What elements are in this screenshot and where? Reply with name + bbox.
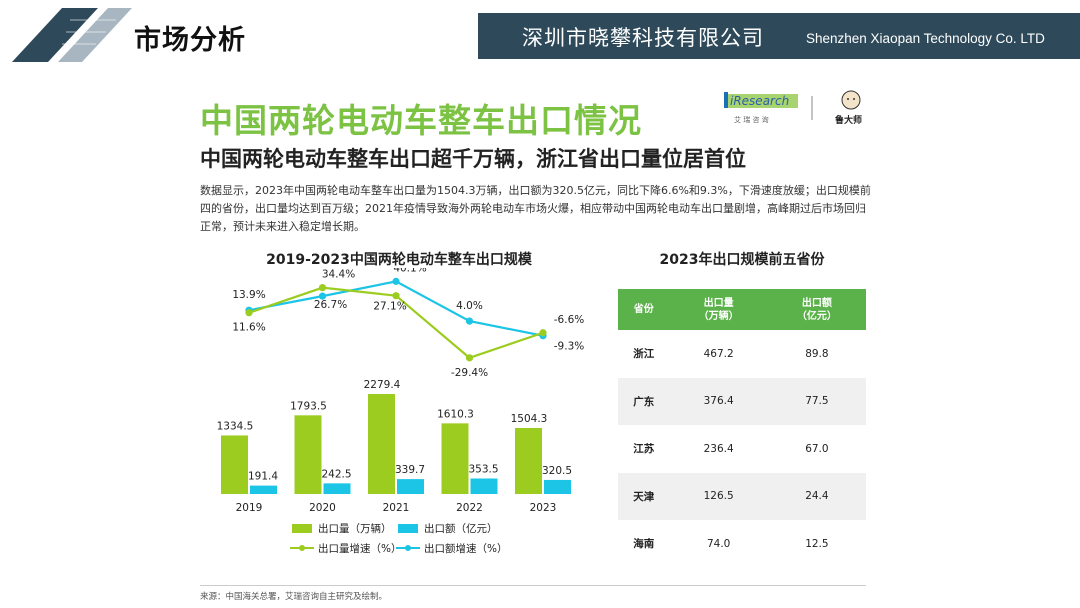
amount-cell: 67.0 (767, 425, 866, 473)
iresearch-logo-text: iResearch (730, 94, 789, 108)
chart-title: 2019-2023中国两轮电动车整车出口规模 (266, 252, 532, 268)
bar-amount-2023 (544, 479, 571, 494)
x-tick-label: 2019 (236, 502, 263, 514)
legend-marker (405, 545, 411, 551)
amount-cell: 89.8 (767, 330, 866, 378)
bar-label-amount: 320.5 (542, 465, 572, 477)
point-amount-growth (392, 277, 400, 285)
province-cell: 江苏 (618, 425, 670, 473)
point-volume-growth (392, 292, 400, 300)
header-stripe-light (58, 8, 132, 62)
legend-label: 出口额增速（%） (424, 542, 507, 555)
bar-label-amount: 339.7 (395, 464, 425, 476)
bar-volume-2020 (294, 415, 322, 494)
slide-title: 中国两轮电动车整车出口情况 (200, 101, 642, 140)
top5-provinces-table: 省份 出口量 （万辆） 出口额 （亿元） 浙江 467.2 89.8 广东 37… (618, 289, 866, 568)
legend-label: 出口额（亿元） (424, 522, 498, 535)
line-label-volume-growth: 11.6% (232, 322, 265, 334)
bar-label-volume: 1610.3 (437, 408, 474, 420)
table-row: 广东 376.4 77.5 (618, 377, 866, 425)
province-cell: 海南 (618, 520, 670, 568)
line-label-amount-growth: 26.7% (314, 299, 347, 311)
bar-label-volume: 1793.5 (290, 400, 327, 412)
legend-swatch (292, 524, 312, 533)
x-tick-label: 2023 (530, 502, 557, 514)
province-cell: 天津 (618, 472, 670, 520)
bar-label-volume: 1504.3 (511, 413, 548, 425)
volume-cell: 376.4 (669, 377, 768, 425)
table-header: 出口量 （万辆） (669, 289, 768, 330)
province-cell: 浙江 (618, 330, 670, 378)
source-divider (200, 585, 866, 586)
table-row: 江苏 236.4 67.0 (618, 425, 866, 473)
province-cell: 广东 (618, 377, 670, 425)
amount-cell: 24.4 (767, 472, 866, 520)
company-name-cn: 深圳市晓攀科技有限公司 (522, 26, 764, 50)
x-tick-label: 2021 (383, 502, 410, 514)
point-volume-growth (465, 354, 474, 362)
legend-swatch (398, 524, 418, 533)
point-amount-growth (318, 292, 327, 300)
x-tick-label: 2022 (456, 502, 483, 514)
bar-amount-2022 (470, 478, 498, 494)
bar-label-volume: 1334.5 (217, 420, 254, 432)
line-label-amount-growth: 4.0% (456, 300, 483, 312)
legend-label: 出口量（万辆） (318, 522, 392, 535)
export-chart: 11.6% 34.4% 27.1% -29.4% -6.6% 13.9% 26.7% 40.1… (217, 268, 585, 555)
line-label-volume-growth: 27.1% (373, 301, 406, 313)
table-header-row: 省份 出口量 （万辆） 出口额 （亿元） (618, 289, 866, 330)
volume-cell: 126.5 (669, 472, 768, 520)
line-label-amount-growth: 13.9% (232, 289, 265, 301)
volume-cell: 236.4 (669, 425, 768, 473)
bar-amount-2021 (397, 479, 424, 494)
x-tick-label: 2020 (309, 502, 336, 514)
amount-cell: 77.5 (767, 377, 866, 425)
slide-subtitle: 中国两轮电动车整车出口超千万辆，浙江省出口量位居首位 (200, 147, 746, 171)
iresearch-cn-text: 艾 瑞 咨 询 (734, 115, 769, 124)
table-row: 海南 74.0 12.5 (618, 520, 866, 568)
bar-volume-2022 (441, 423, 469, 494)
bar-label-amount: 242.5 (321, 468, 351, 480)
volume-cell: 467.2 (669, 330, 768, 378)
description-paragraph: 数据显示，2023年中国两轮电动车整车出口量为1504.3万辆，出口额为320.… (200, 184, 871, 233)
bar-label-amount: 191.4 (248, 471, 278, 483)
bar-label-volume: 2279.4 (364, 379, 401, 391)
point-volume-growth (539, 329, 547, 337)
bar-volume-2021 (368, 394, 395, 494)
ludashi-logo-text: 鲁大师 (835, 114, 862, 126)
iresearch-mark-icon (724, 92, 728, 108)
header-stripes (12, 8, 132, 62)
logo-area: iResearch 艾 瑞 咨 询 鲁大师 (724, 90, 872, 130)
bar-volume-2019 (221, 435, 248, 494)
ludashi-face-icon (841, 90, 861, 110)
iresearch-bar-icon (728, 94, 798, 108)
table-header: 出口额 （亿元） (767, 289, 866, 330)
source-note: 来源：中国海关总署，艾瑞咨询自主研究及绘制。 (200, 592, 388, 602)
line-label-volume-growth: -6.6% (554, 314, 584, 326)
line-label-volume-growth: -29.4% (451, 367, 488, 379)
point-amount-growth (465, 317, 474, 325)
point-volume-growth (318, 284, 327, 292)
table-row: 浙江 467.2 89.8 (618, 330, 866, 378)
bar-label-amount: 353.5 (468, 463, 498, 475)
section-title: 市场分析 (134, 25, 246, 56)
point-volume-growth (245, 309, 253, 317)
line-label-amount-growth: 40.1% (393, 268, 426, 274)
company-name-en: Shenzhen Xiaopan Technology Co. LTD (806, 31, 1045, 46)
legend-label: 出口量增速（%） (318, 542, 401, 555)
amount-cell: 12.5 (767, 520, 866, 568)
legend-marker (299, 545, 305, 551)
line-label-volume-growth: 34.4% (322, 269, 355, 281)
logo-graphics: iResearch 艾 瑞 咨 询 鲁大师 (724, 90, 862, 126)
header-bar (478, 13, 1080, 59)
header-stripe-dark (12, 8, 98, 62)
table-row: 天津 126.5 24.4 (618, 472, 866, 520)
bar-amount-2020 (323, 483, 351, 494)
volume-cell: 74.0 (669, 520, 768, 568)
line-label-amount-growth: -9.3% (554, 341, 584, 353)
table-header: 省份 (618, 289, 670, 330)
bar-amount-2019 (250, 485, 277, 494)
table-title: 2023年出口规模前五省份 (659, 252, 825, 268)
bar-volume-2023 (515, 428, 542, 494)
